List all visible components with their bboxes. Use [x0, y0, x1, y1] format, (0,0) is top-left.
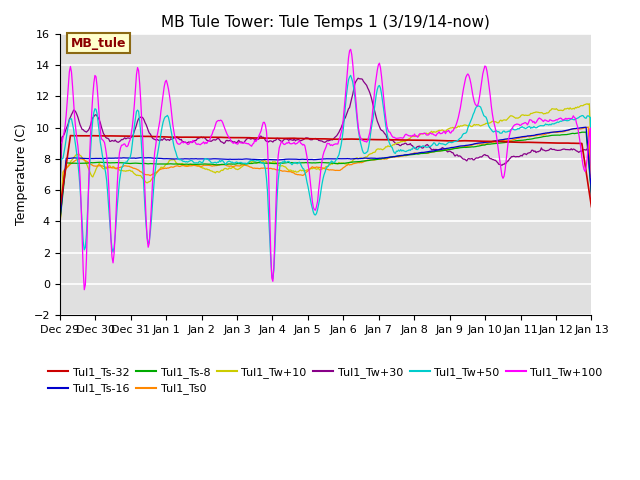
Line: Tul1_Ts-16: Tul1_Ts-16	[60, 127, 591, 221]
Tul1_Ts-16	[308, 156, 316, 162]
Tul1_Tw+100	[347, 47, 355, 52]
Tul1_Ts-32	[588, 204, 595, 210]
Tul1_Ts-8	[312, 160, 319, 166]
Tul1_Tw+10	[372, 147, 380, 153]
Tul1_Tw+30	[373, 118, 381, 124]
Tul1_Tw+10	[344, 162, 351, 168]
Tul1_Ts-32	[345, 136, 353, 142]
Tul1_Tw+50	[347, 72, 355, 78]
Tul1_Ts-8	[575, 130, 582, 136]
Line: Tul1_Tw+10: Tul1_Tw+10	[60, 104, 591, 229]
Tul1_Ts-16	[312, 157, 319, 163]
Line: Tul1_Tw+30: Tul1_Tw+30	[60, 78, 591, 204]
Tul1_Tw+30	[344, 109, 351, 115]
Tul1_Ts0	[588, 183, 595, 189]
Tul1_Tw+30	[355, 75, 362, 81]
Tul1_Ts-32	[56, 207, 63, 213]
Tul1_Ts-16	[492, 138, 499, 144]
Tul1_Tw+100	[577, 145, 584, 151]
Tul1_Tw+50	[588, 170, 595, 176]
Tul1_Ts-8	[308, 160, 316, 166]
Tul1_Tw+50	[313, 210, 321, 216]
Line: Tul1_Ts-8: Tul1_Ts-8	[60, 132, 591, 223]
Tul1_Tw+50	[345, 77, 353, 83]
Tul1_Ts-8	[344, 160, 351, 166]
Tul1_Tw+30	[312, 135, 319, 141]
Tul1_Tw+50	[310, 209, 317, 215]
Tul1_Tw+50	[374, 84, 382, 89]
Tul1_Ts-8	[588, 192, 595, 198]
Tul1_Ts-16	[372, 156, 380, 161]
Tul1_Ts-32	[373, 137, 381, 143]
Tul1_Tw+30	[308, 137, 316, 143]
Tul1_Tw+30	[493, 159, 500, 165]
Tul1_Tw+10	[586, 101, 593, 107]
Tul1_Ts-16	[344, 156, 351, 161]
Tul1_Tw+30	[576, 149, 584, 155]
Text: MB_tule: MB_tule	[70, 36, 126, 49]
Tul1_Tw+10	[308, 166, 316, 171]
Tul1_Ts0	[344, 162, 351, 168]
Tul1_Tw+10	[312, 166, 319, 171]
Line: Tul1_Tw+100: Tul1_Tw+100	[60, 49, 591, 290]
Tul1_Tw+10	[56, 226, 63, 232]
Tul1_Ts0	[312, 165, 319, 170]
Tul1_Ts-32	[576, 141, 584, 146]
Tul1_Ts0	[575, 126, 582, 132]
Tul1_Ts-16	[56, 218, 63, 224]
Line: Tul1_Ts0: Tul1_Ts0	[60, 127, 591, 228]
Tul1_Tw+30	[56, 193, 63, 199]
Tul1_Ts0	[492, 139, 499, 145]
Line: Tul1_Tw+50: Tul1_Tw+50	[60, 75, 591, 279]
Tul1_Tw+100	[310, 204, 317, 210]
Tul1_Tw+100	[494, 142, 502, 148]
Line: Tul1_Ts-32: Tul1_Ts-32	[60, 136, 591, 210]
Tul1_Tw+50	[577, 113, 584, 119]
Tul1_Ts-16	[582, 124, 590, 130]
Tul1_Ts-32	[67, 133, 74, 139]
Tul1_Tw+10	[588, 160, 595, 166]
Tul1_Tw+50	[269, 276, 276, 282]
Tul1_Ts0	[584, 124, 592, 130]
Tul1_Tw+10	[575, 105, 582, 110]
Legend: Tul1_Ts-32, Tul1_Ts-16, Tul1_Ts-8, Tul1_Ts0, Tul1_Tw+10, Tul1_Tw+30, Tul1_Tw+50,: Tul1_Ts-32, Tul1_Ts-16, Tul1_Ts-8, Tul1_…	[44, 363, 607, 399]
Tul1_Tw+100	[588, 175, 595, 180]
Tul1_Tw+100	[81, 287, 88, 293]
Tul1_Tw+100	[345, 55, 353, 60]
Tul1_Tw+10	[492, 119, 499, 124]
Y-axis label: Temperature (C): Temperature (C)	[15, 123, 28, 226]
Title: MB Tule Tower: Tule Temps 1 (3/19/14-now): MB Tule Tower: Tule Temps 1 (3/19/14-now…	[161, 15, 490, 30]
Tul1_Tw+100	[313, 204, 321, 209]
Tul1_Ts0	[308, 164, 316, 169]
Tul1_Tw+50	[56, 198, 63, 204]
Tul1_Ts0	[56, 225, 63, 231]
Tul1_Tw+30	[588, 201, 595, 206]
Tul1_Ts-8	[372, 156, 380, 162]
Tul1_Ts-32	[310, 136, 317, 142]
Tul1_Ts-8	[492, 141, 499, 146]
Tul1_Ts-32	[313, 136, 321, 142]
Tul1_Tw+100	[56, 188, 63, 194]
Tul1_Ts-16	[575, 125, 582, 131]
Tul1_Ts-32	[493, 139, 500, 144]
Tul1_Ts0	[372, 156, 380, 162]
Tul1_Ts-8	[582, 129, 590, 135]
Tul1_Ts-16	[588, 189, 595, 195]
Tul1_Tw+100	[374, 62, 382, 68]
Tul1_Tw+50	[494, 129, 502, 135]
Tul1_Ts-8	[56, 220, 63, 226]
